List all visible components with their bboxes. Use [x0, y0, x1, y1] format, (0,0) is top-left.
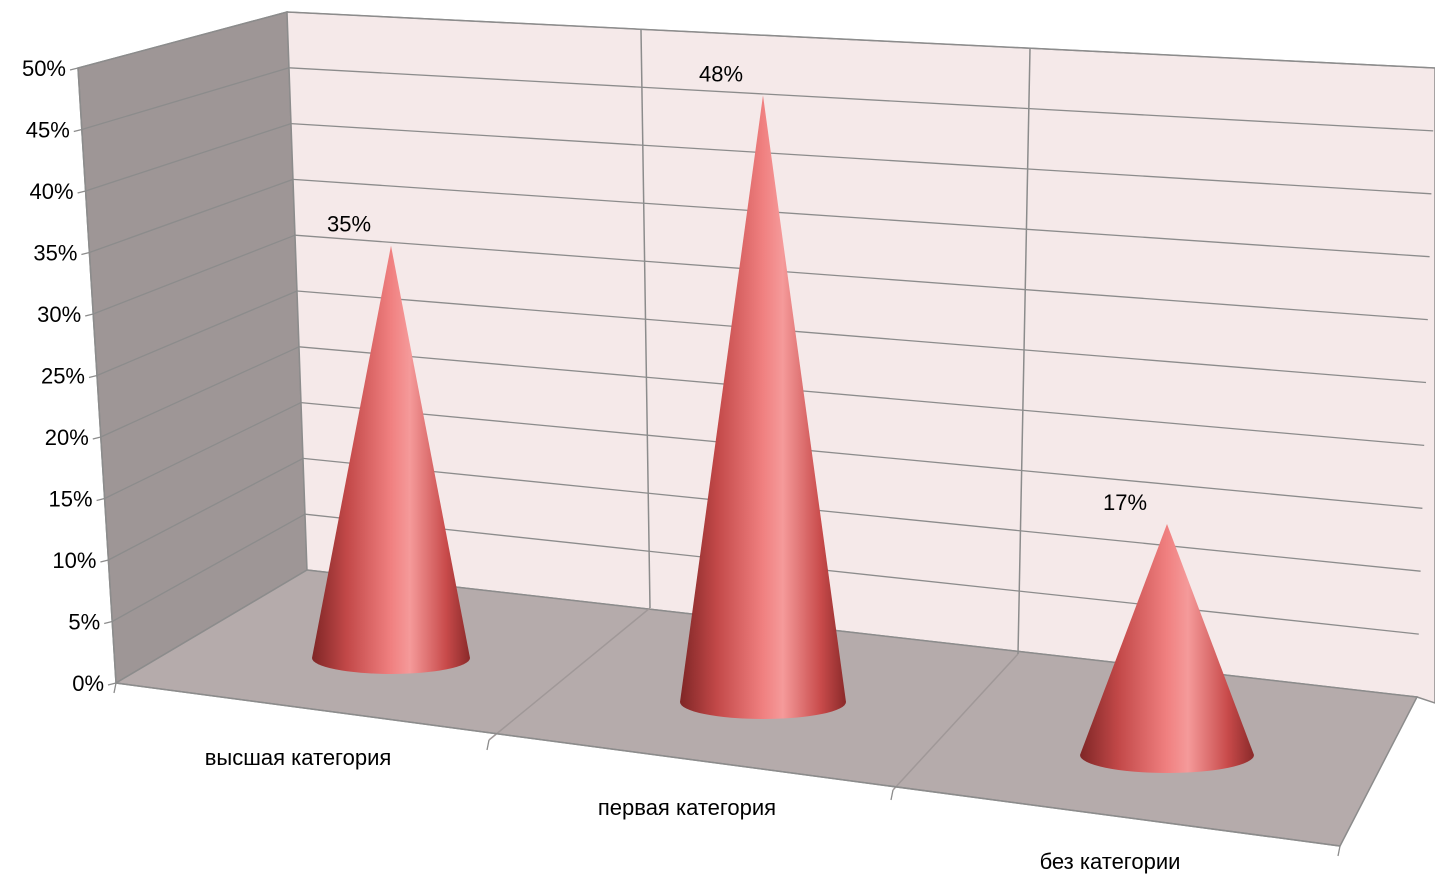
y-tick-mark [104, 620, 113, 625]
side-wall [77, 11, 308, 685]
back-grid-line [294, 234, 1428, 321]
back-grid-line [290, 122, 1432, 195]
y-axis-line [77, 67, 117, 684]
y-tick-mark [100, 559, 109, 563]
y-tick-mark [96, 497, 105, 502]
back-grid-line [296, 290, 1427, 384]
cone-body [312, 245, 470, 674]
back-grid-line [288, 67, 1434, 132]
back-wall-divider-2 [1017, 48, 1031, 655]
category-label: без категории [1040, 849, 1181, 874]
y-tick-label: 45% [26, 118, 70, 143]
y-tick-mark [85, 313, 94, 317]
y-tick-mark [81, 251, 90, 256]
y-tick-label: 20% [45, 425, 89, 450]
floor-divider-1 [488, 607, 651, 741]
x-axis: высшая категория первая категория без кате… [113, 682, 1341, 874]
side-grid-line [111, 513, 306, 623]
category-label: первая категория [598, 795, 776, 820]
back-grid-line [304, 513, 1419, 635]
y-tick-mark [107, 682, 117, 686]
back-grid-line [302, 457, 1421, 572]
y-tick-label: 30% [37, 302, 81, 327]
side-grid-line [85, 122, 292, 192]
y-tick-mark [92, 436, 101, 440]
x-tick-mark [486, 739, 490, 751]
cone-body [680, 95, 846, 719]
data-label: 48% [699, 61, 743, 86]
grid-lines [77, 11, 1435, 635]
cone-bar: 35% [312, 212, 470, 674]
back-grid-line [298, 346, 1425, 447]
side-grid-line [77, 11, 288, 69]
cones: 35% 48% 17% [312, 61, 1254, 773]
y-tick-mark [88, 374, 98, 379]
category-label: высшая категория [205, 745, 392, 770]
data-label: 35% [327, 212, 371, 237]
side-grid-line [104, 402, 302, 500]
y-tick-mark [77, 190, 86, 194]
back-grid-line [286, 11, 1435, 69]
y-tick-label: 10% [52, 548, 96, 573]
side-grid-line [92, 234, 296, 315]
y-tick-label: 0% [72, 671, 104, 696]
x-axis-line [115, 682, 1341, 847]
y-axis: 0% 5% 10% 15% 20% 25% 30% 35% 40% 45% 50% [22, 56, 117, 696]
y-tick-mark [69, 67, 79, 71]
cone-body [1080, 523, 1254, 773]
side-grid-line [81, 67, 290, 131]
side-grid-line [89, 178, 294, 254]
cone-bar: 48% [680, 61, 846, 719]
side-grid-line [108, 457, 304, 561]
floor-divider-2 [892, 653, 1019, 791]
y-tick-label: 25% [41, 364, 85, 389]
x-tick-mark [113, 682, 117, 694]
y-tick-label: 40% [30, 179, 74, 204]
data-label: 17% [1103, 490, 1147, 515]
y-tick-label: 50% [22, 56, 66, 81]
side-grid-line [100, 346, 300, 438]
back-grid-line [300, 401, 1423, 509]
y-tick-label: 35% [33, 241, 77, 266]
y-tick-mark [73, 128, 82, 133]
x-tick-mark [1337, 845, 1341, 857]
back-grid-line [292, 178, 1430, 258]
y-tick-label: 5% [68, 610, 100, 635]
x-tick-mark [890, 789, 894, 801]
cone-bar: 17% [1080, 490, 1254, 773]
y-tick-label: 15% [49, 487, 93, 512]
side-grid-line [96, 290, 298, 377]
